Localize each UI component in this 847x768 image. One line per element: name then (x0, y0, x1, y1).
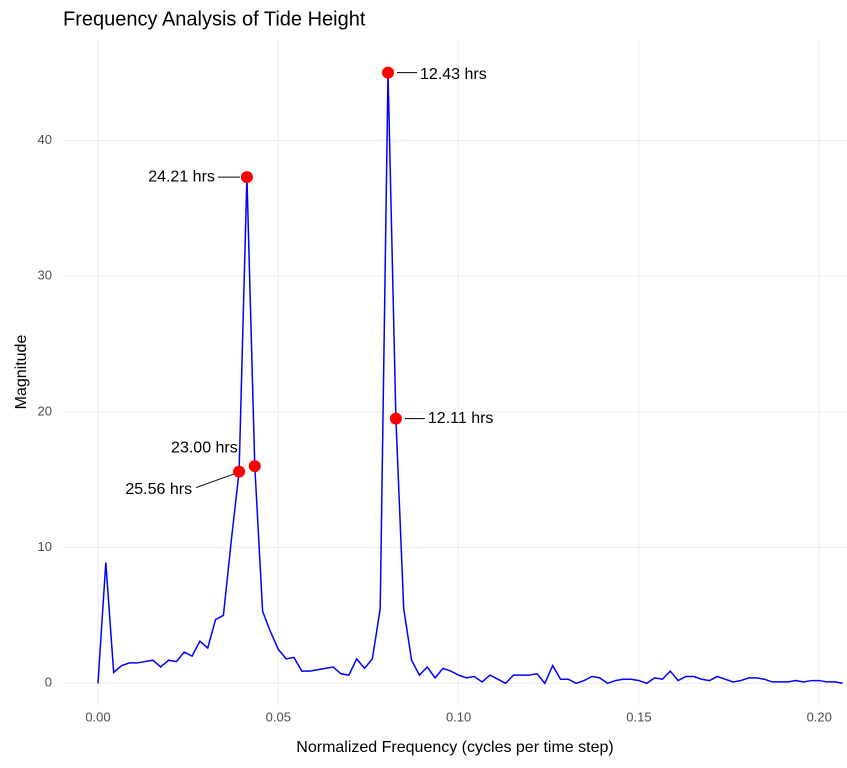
y-axis-label: Magnitude (13, 335, 30, 410)
y-tick-label: 40 (38, 132, 52, 147)
peak-point (382, 66, 395, 79)
leader-line (195, 473, 236, 489)
peak-label: 12.43 hrs (420, 66, 487, 83)
x-axis-label: Normalized Frequency (cycles per time st… (296, 739, 613, 756)
y-tick-label: 10 (38, 539, 52, 554)
peak-point (240, 171, 253, 184)
x-tick-label: 0.05 (266, 709, 291, 724)
peak-point (233, 465, 246, 478)
peak-label: 23.00 hrs (171, 439, 238, 456)
x-tick-label: 0.00 (85, 709, 110, 724)
x-tick-label: 0.20 (807, 709, 832, 724)
peak-point (248, 460, 261, 473)
peak-point (389, 412, 402, 425)
peak-label: 24.21 hrs (148, 168, 215, 185)
peak-label: 12.11 hrs (428, 410, 494, 427)
y-tick-label: 0 (45, 675, 52, 690)
chart-title: Frequency Analysis of Tide Height (63, 8, 366, 30)
peak-label: 25.56 hrs (125, 481, 192, 498)
x-tick-label: 0.15 (626, 709, 651, 724)
line (97, 72, 843, 685)
y-tick-label: 30 (38, 268, 52, 283)
y-tick-label: 20 (38, 403, 52, 418)
x-tick-label: 0.10 (446, 709, 471, 724)
